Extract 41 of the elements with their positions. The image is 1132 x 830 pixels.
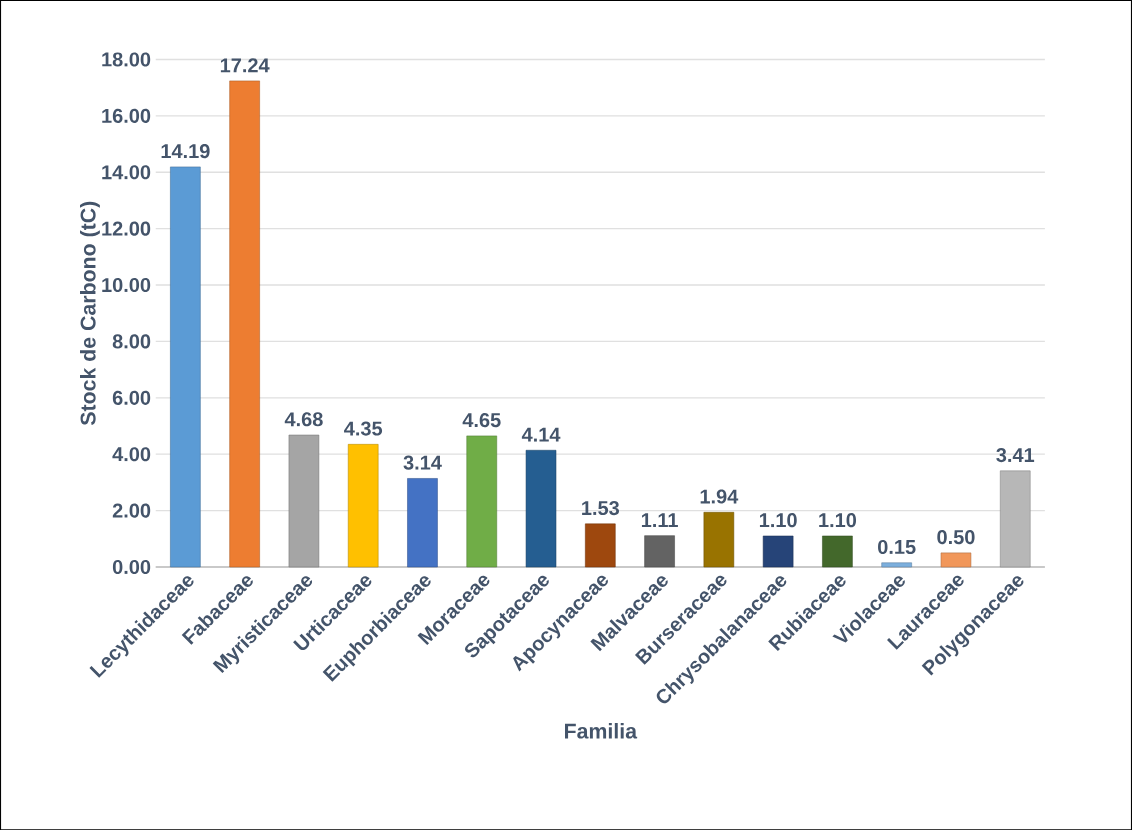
bar [525,449,557,568]
data-label: 17.24 [220,58,270,73]
bar [585,523,616,568]
data-label: 4.35 [344,421,383,436]
data-label: 1.10 [819,512,857,528]
bar [822,535,853,568]
bar [466,435,498,568]
bar [229,80,260,568]
bar [881,562,912,568]
bar [347,443,379,568]
y-tick-label: 0.00 [112,559,151,574]
x-axis-title: Familia [565,722,638,739]
bar [407,478,438,568]
data-label: 14.19 [161,143,210,159]
y-tick-label: 12.00 [102,221,151,236]
y-tick-label: 14.00 [102,165,151,180]
data-label: 4.65 [462,412,501,428]
data-label: 0.15 [878,539,916,554]
y-tick-label: 6.00 [112,390,151,405]
data-label: 0.50 [937,529,975,545]
y-axis-title: Stock de Carbono (tC) [80,201,100,425]
bar [940,552,972,568]
y-tick-label: 18.00 [102,52,151,67]
data-label: 4.68 [284,412,323,427]
y-tick-label: 16.00 [102,108,151,123]
data-label: 1.11 [641,513,678,527]
bar [644,535,675,568]
bar [703,511,735,568]
data-label: 3.41 [996,447,1035,463]
data-label: 1.94 [700,489,739,504]
y-tick-label: 10.00 [102,277,151,292]
data-label: 3.14 [403,455,442,470]
bar [170,166,201,568]
y-tick-label: 8.00 [112,334,151,349]
data-label: 1.53 [582,500,620,516]
data-label: 4.14 [521,427,561,442]
data-label: 1.10 [759,512,797,528]
y-tick-label: 4.00 [112,447,151,462]
y-tick-label: 2.00 [112,503,151,518]
bar [762,535,794,568]
bar [288,434,320,568]
